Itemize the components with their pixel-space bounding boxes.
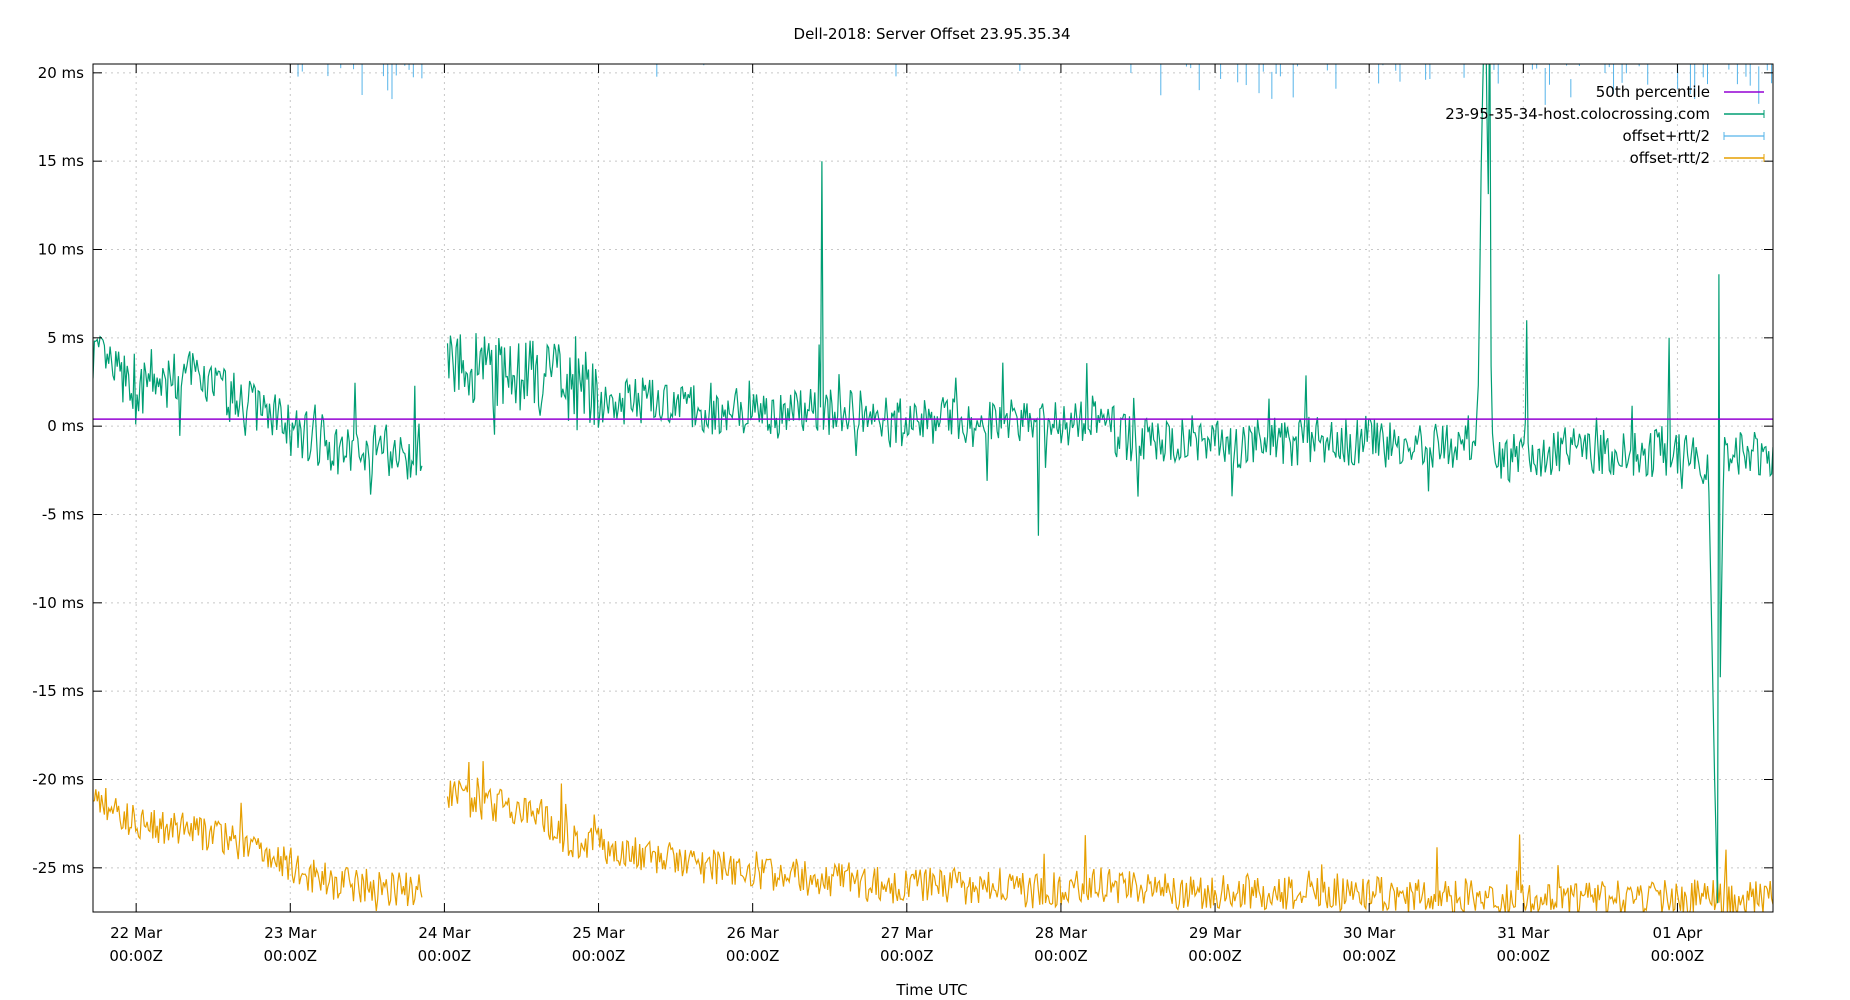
x-tick-label: 28 Mar (1035, 924, 1088, 942)
y-tick-label: -20 ms (32, 771, 84, 789)
x-tick-sublabel: 00:00Z (264, 947, 318, 965)
x-tick-label: 30 Mar (1343, 924, 1396, 942)
x-tick-label: 24 Mar (418, 924, 471, 942)
x-tick-sublabel: 00:00Z (418, 947, 472, 965)
x-tick-label: 29 Mar (1189, 924, 1242, 942)
x-axis: 22 Mar 00:00Z 23 Mar 00:00Z 24 Mar 00:00Z 25 M… (109, 64, 1704, 965)
y-tick-label: 5 ms (47, 329, 84, 347)
x-axis-label: Time UTC (895, 981, 967, 999)
x-tick-label: 22 Mar (110, 924, 163, 942)
plot-border (92, 63, 1774, 913)
y-tick-label: 15 ms (38, 152, 84, 170)
y-axis: 20 ms 15 ms 10 ms 5 ms 0 ms -5 ms -10 ms -15 ms… (32, 64, 1773, 877)
x-tick-sublabel: 00:00Z (1034, 947, 1088, 965)
series-offset-minus-rtt (93, 761, 1773, 912)
chart-series-layer (93, 64, 1773, 912)
y-tick-label: 20 ms (38, 64, 84, 82)
legend: 50th percentile 23-95-35-34-host.colocros… (1445, 83, 1765, 167)
y-tick-label: -5 ms (42, 506, 84, 524)
x-tick-sublabel: 00:00Z (572, 947, 626, 965)
series-offset (93, 64, 1773, 904)
x-tick-label: 25 Mar (572, 924, 625, 942)
x-tick-label: 01 Apr (1653, 924, 1704, 942)
x-tick-sublabel: 00:00Z (1188, 947, 1242, 965)
legend-label: offset-rtt/2 (1630, 149, 1710, 167)
y-tick-label: -10 ms (32, 594, 84, 612)
x-tick-label: 23 Mar (264, 924, 317, 942)
y-tick-label: -15 ms (32, 682, 84, 700)
chart-grid (93, 64, 1773, 912)
legend-label: 50th percentile (1596, 83, 1710, 101)
x-tick-sublabel: 00:00Z (109, 947, 163, 965)
series-offset-plus-rtt (297, 64, 1773, 105)
y-tick-label: 0 ms (47, 417, 84, 435)
y-tick-label: 10 ms (38, 241, 84, 259)
x-tick-sublabel: 00:00Z (1342, 947, 1396, 965)
x-tick-sublabel: 00:00Z (726, 947, 780, 965)
chart-title: Dell-2018: Server Offset 23.95.35.34 (794, 25, 1071, 43)
x-tick-label: 31 Mar (1497, 924, 1550, 942)
y-tick-label: -25 ms (32, 859, 84, 877)
x-tick-sublabel: 00:00Z (1497, 947, 1551, 965)
x-tick-sublabel: 00:00Z (880, 947, 934, 965)
x-tick-sublabel: 00:00Z (1651, 947, 1705, 965)
x-tick-label: 27 Mar (881, 924, 934, 942)
x-tick-label: 26 Mar (727, 924, 780, 942)
legend-label: 23-95-35-34-host.colocrossing.com (1445, 105, 1710, 123)
legend-label: offset+rtt/2 (1622, 127, 1710, 145)
